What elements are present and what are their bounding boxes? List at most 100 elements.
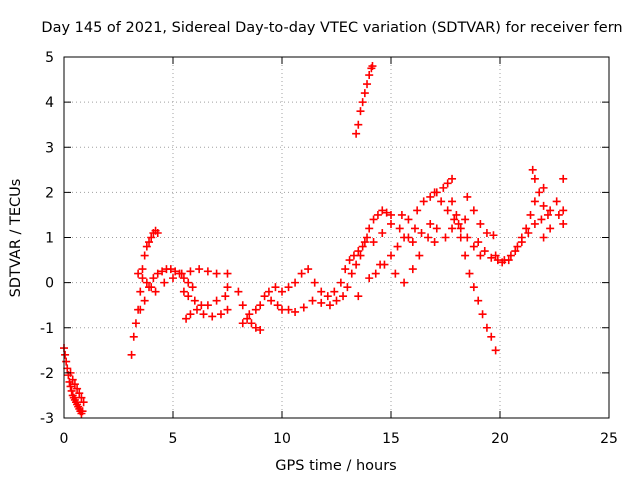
data-points bbox=[60, 62, 568, 418]
x-tick-label: 10 bbox=[273, 431, 291, 447]
data-point bbox=[404, 215, 413, 224]
y-tick-label: 4 bbox=[45, 95, 54, 111]
data-point bbox=[291, 278, 300, 287]
data-point bbox=[358, 242, 367, 251]
y-tick-label: 3 bbox=[45, 140, 54, 156]
data-point bbox=[73, 384, 82, 393]
data-point bbox=[186, 267, 195, 276]
data-point bbox=[179, 274, 188, 283]
data-point bbox=[380, 260, 389, 269]
data-point bbox=[223, 283, 232, 292]
data-point bbox=[256, 326, 265, 335]
data-point bbox=[264, 287, 273, 296]
data-point bbox=[539, 183, 548, 192]
data-point bbox=[443, 206, 452, 215]
data-point bbox=[216, 310, 225, 319]
grid-lines bbox=[64, 57, 609, 418]
data-point bbox=[260, 292, 269, 301]
data-point bbox=[63, 364, 72, 373]
data-point bbox=[463, 192, 472, 201]
data-point bbox=[138, 265, 147, 274]
data-point bbox=[504, 256, 513, 265]
data-point bbox=[410, 224, 419, 233]
data-point bbox=[482, 323, 491, 332]
data-point bbox=[404, 233, 413, 242]
data-point bbox=[498, 258, 507, 267]
y-tick-label: -3 bbox=[40, 411, 54, 427]
data-point bbox=[378, 206, 387, 215]
data-point bbox=[140, 296, 149, 305]
data-point bbox=[363, 80, 372, 89]
data-point bbox=[489, 231, 498, 240]
data-point bbox=[169, 274, 177, 283]
data-point bbox=[343, 283, 352, 292]
data-point bbox=[332, 296, 341, 305]
y-tick-label: 5 bbox=[45, 50, 54, 66]
data-point bbox=[212, 296, 221, 305]
data-point bbox=[465, 269, 474, 278]
data-point bbox=[354, 247, 363, 256]
data-point bbox=[153, 269, 162, 278]
x-tick-labels: 0 5 10 15 20 25 bbox=[60, 431, 618, 447]
y-tick-label: 2 bbox=[45, 185, 54, 201]
data-point bbox=[136, 305, 145, 314]
data-point bbox=[448, 224, 457, 233]
data-point bbox=[539, 201, 548, 210]
x-tick-label: 20 bbox=[491, 431, 509, 447]
data-point bbox=[546, 206, 555, 215]
data-point bbox=[491, 251, 500, 260]
data-point bbox=[243, 314, 252, 323]
data-point bbox=[251, 323, 260, 332]
data-point bbox=[179, 287, 188, 296]
data-point bbox=[432, 224, 441, 233]
data-point bbox=[352, 260, 361, 269]
data-point bbox=[323, 292, 332, 301]
data-point bbox=[371, 269, 380, 278]
data-point bbox=[310, 278, 319, 287]
data-point bbox=[546, 224, 555, 233]
data-point bbox=[79, 398, 88, 407]
data-point bbox=[149, 274, 158, 283]
data-point bbox=[559, 174, 568, 183]
data-point bbox=[234, 287, 243, 296]
data-point bbox=[524, 228, 533, 237]
data-point bbox=[539, 233, 548, 242]
data-point bbox=[291, 307, 300, 316]
y-tick-label: -1 bbox=[40, 321, 54, 337]
data-point bbox=[142, 242, 151, 251]
y-axis-label: SDTVAR / TECUs bbox=[8, 179, 24, 298]
x-tick-label: 0 bbox=[60, 431, 69, 447]
data-point bbox=[271, 283, 280, 292]
data-point bbox=[437, 197, 446, 206]
data-point bbox=[426, 219, 435, 228]
data-point bbox=[284, 305, 293, 314]
series-segment-high bbox=[352, 62, 377, 138]
data-point bbox=[426, 192, 435, 201]
data-point bbox=[299, 303, 308, 312]
data-point bbox=[238, 301, 247, 310]
data-point bbox=[528, 165, 537, 174]
data-point bbox=[480, 247, 489, 256]
data-point bbox=[474, 296, 483, 305]
data-point bbox=[474, 238, 483, 247]
data-point bbox=[153, 228, 162, 237]
data-point bbox=[171, 267, 180, 276]
data-point bbox=[559, 206, 568, 215]
data-point bbox=[247, 319, 256, 328]
data-point bbox=[511, 247, 520, 256]
data-point bbox=[452, 210, 461, 219]
data-point bbox=[267, 296, 276, 305]
data-point bbox=[336, 278, 345, 287]
data-point bbox=[78, 407, 87, 416]
data-point bbox=[356, 107, 365, 116]
data-point bbox=[461, 215, 470, 224]
data-point bbox=[441, 233, 450, 242]
data-point bbox=[142, 278, 151, 287]
data-point bbox=[417, 228, 426, 237]
data-point bbox=[251, 305, 260, 314]
data-point bbox=[454, 219, 463, 228]
data-point bbox=[147, 233, 156, 242]
data-point bbox=[378, 228, 387, 237]
data-point bbox=[345, 256, 354, 265]
data-point bbox=[456, 233, 465, 242]
